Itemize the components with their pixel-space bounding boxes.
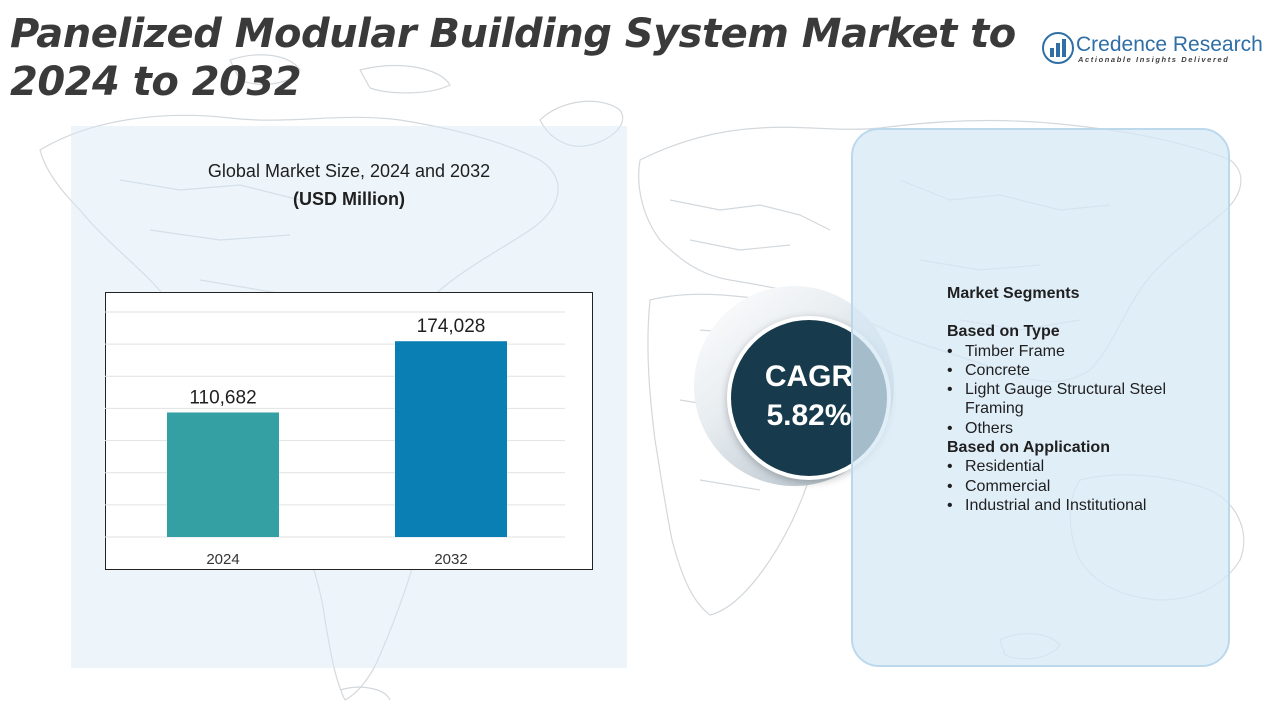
data-label: 174,028 <box>417 316 486 337</box>
segment-list-application: Residential Commercial Industrial and In… <box>947 457 1227 515</box>
list-item: Residential <box>947 457 1227 477</box>
bar-2032 <box>395 341 507 537</box>
data-label: 110,682 <box>189 387 256 408</box>
brand-name: Credence Research <box>1076 33 1263 56</box>
segment-heading-type: Based on Type <box>947 323 1060 341</box>
segments-title: Market Segments <box>947 285 1080 302</box>
list-item: Others <box>947 419 1227 439</box>
chart-title: Global Market Size, 2024 and 2032 <box>207 161 491 181</box>
list-item: Commercial <box>947 477 1227 497</box>
cagr-label: CAGR <box>764 360 854 393</box>
list-item: Light Gauge Structural Steel Framing <box>947 380 1227 419</box>
chart-unit: (USD Million) <box>293 189 405 209</box>
bar-2024 <box>167 412 279 537</box>
market-segments: Market Segments Based on Type Timber Fra… <box>947 284 1227 516</box>
list-item: Timber Frame <box>947 342 1227 362</box>
category-label: 2024 <box>206 551 239 568</box>
cagr-value: 5.82% <box>766 399 852 432</box>
brand-logo[interactable]: Credence Research Actionable Insights De… <box>1042 32 1272 72</box>
bar-chart: 110,682 2024 174,028 2032 <box>105 292 593 570</box>
brand-tagline: Actionable Insights Delivered <box>1078 55 1230 64</box>
bar-chart-icon <box>1042 32 1074 64</box>
category-label: 2032 <box>434 551 467 568</box>
list-item: Industrial and Institutional <box>947 496 1227 516</box>
segment-list-type: Timber Frame Concrete Light Gauge Struct… <box>947 342 1227 439</box>
page-title: Panelized Modular Building System Market… <box>10 11 1016 105</box>
segment-heading-application: Based on Application <box>947 439 1110 457</box>
list-item: Concrete <box>947 361 1227 381</box>
